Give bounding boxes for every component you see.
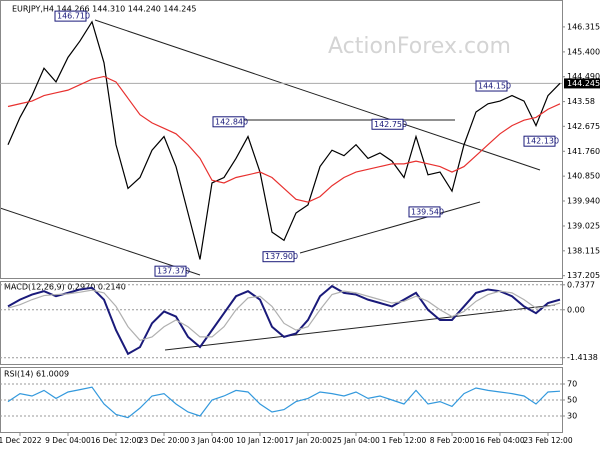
y-tick-label: 0.00 <box>567 305 585 314</box>
x-tick-label: 23 Feb 12:00 <box>523 436 572 445</box>
y-tick-label: 138.115 <box>567 246 600 255</box>
x-tick-label: 25 Jan 04:00 <box>332 436 380 445</box>
y-tick-label: 145.400 <box>567 47 600 56</box>
current-price-label: 144.245 <box>567 79 600 88</box>
chart-title: EURJPY,H4 144.266 144.310 144.240 144.24… <box>12 5 197 14</box>
price-annotation-box <box>475 80 508 92</box>
price-annotation: 137.370 <box>157 267 190 276</box>
price-annotation-box <box>371 118 404 130</box>
trendline <box>94 19 541 171</box>
indicator-title: RSI(14) 61.0009 <box>4 370 69 379</box>
series-line <box>7 386 561 419</box>
price-annotation: 139.540 <box>411 207 444 216</box>
y-tick-label: -1.4138 <box>567 353 598 362</box>
x-tick-label: 8 Feb 20:00 <box>430 436 475 445</box>
price-annotation: 142.130 <box>526 137 559 146</box>
y-tick-label: 139.025 <box>567 221 600 230</box>
trendline <box>164 304 556 351</box>
x-tick-label: 16 Dec 12:00 <box>91 436 142 445</box>
current-price-box <box>564 78 600 89</box>
y-tick-label: 50 <box>567 396 577 405</box>
x-tick-label: 16 Feb 04:00 <box>475 436 524 445</box>
price-annotation: 142.840 <box>215 117 248 126</box>
price-annotation: 142.750 <box>374 120 407 129</box>
y-tick-label: 144.490 <box>567 72 600 81</box>
x-tick-label: 10 Jan 12:00 <box>236 436 284 445</box>
x-tick-label: 17 Jan 20:00 <box>284 436 332 445</box>
trendline <box>0 207 201 276</box>
y-tick-label: 30 <box>567 412 577 421</box>
x-tick-label: 23 Dec 20:00 <box>139 436 190 445</box>
price-annotation-box <box>154 265 187 277</box>
price-annotation-box <box>54 10 87 22</box>
price-annotation-box <box>212 116 245 128</box>
x-tick-label: 1 Dec 2022 <box>0 436 42 445</box>
y-tick-label: 140.850 <box>567 172 600 181</box>
x-tick-label: 9 Dec 04:00 <box>45 436 91 445</box>
price-annotation: 146.710 <box>57 12 90 21</box>
price-annotation-box <box>262 251 295 263</box>
y-tick-label: 137.205 <box>567 271 600 280</box>
series-line <box>7 289 561 341</box>
price-annotation: 137.900 <box>265 252 298 261</box>
trendlines <box>0 19 556 351</box>
price-annotation: 144.150 <box>478 82 511 91</box>
trendline <box>299 201 481 254</box>
series-line <box>7 284 561 356</box>
series-line <box>7 20 561 260</box>
y-tick-label: 142.675 <box>567 122 600 131</box>
x-tick-label: 3 Jan 04:00 <box>191 436 234 445</box>
panel-border <box>0 281 563 365</box>
price-annotation-box <box>523 135 556 147</box>
y-tick-label: 141.760 <box>567 147 600 156</box>
y-tick-label: 143.58 <box>567 97 595 106</box>
price-annotation-box <box>408 206 441 218</box>
y-tick-label: 70 <box>567 380 577 389</box>
y-tick-label: 139.940 <box>567 196 600 205</box>
watermark: ActionForex.com <box>328 34 511 59</box>
series-line <box>7 75 561 203</box>
y-tick-label: 0.7377 <box>567 280 595 289</box>
y-tick-label: 146.315 <box>567 22 600 31</box>
panel-border <box>0 0 563 279</box>
indicator-title: MACD(12,26,9) 0.2970 0.2140 <box>4 283 126 292</box>
x-tick-label: 1 Feb 12:00 <box>382 436 427 445</box>
